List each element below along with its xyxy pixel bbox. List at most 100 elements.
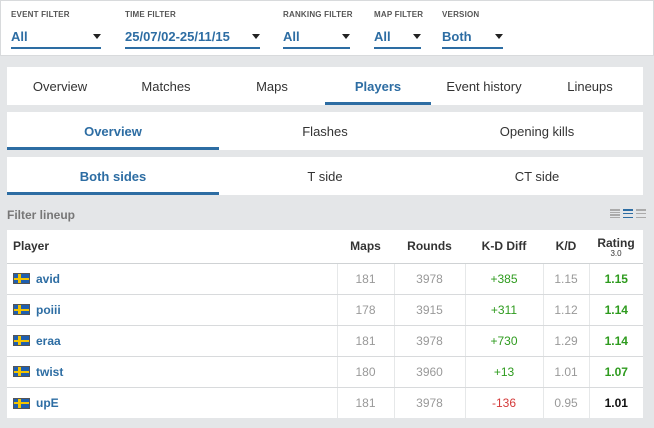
stats-type-tabs: Overview Flashes Opening kills [7,112,643,150]
kd-cell: 1.12 [542,294,589,326]
rounds-cell: 3978 [393,325,465,357]
maps-cell: 180 [336,356,394,388]
rating-version: 3.0 [610,248,622,258]
rounds-cell: 3960 [393,356,465,388]
table-row: upE 181 3978 -136 0.95 1.01 [7,387,643,418]
maps-cell: 181 [336,263,394,295]
maps-cell: 181 [336,325,394,357]
version-filter-value: Both [442,28,472,44]
tab-stats-overview[interactable]: Overview [7,112,219,150]
player-name-link[interactable]: twist [36,364,64,379]
time-filter-value: 25/07/02-25/11/15 [125,28,230,44]
sweden-flag-icon [13,335,30,347]
kd-cell: 1.01 [542,356,589,388]
ranking-filter-select[interactable]: All [283,25,350,49]
player-name-link[interactable]: eraa [36,333,61,348]
tab-maps[interactable]: Maps [256,78,288,94]
kd-column-header[interactable]: K/D [543,230,589,264]
rating-column-header[interactable]: Rating 3.0 [589,230,643,264]
time-filter-label: TIME FILTER [125,10,176,19]
time-filter-select[interactable]: 25/07/02-25/11/15 [125,25,260,49]
sweden-flag-icon [13,304,30,316]
main-tabs: Overview Matches Maps Players Event hist… [7,67,643,105]
rounds-column-header[interactable]: Rounds [394,230,465,264]
rounds-cell: 3915 [393,294,465,326]
sweden-flag-icon [13,397,30,409]
filter-lineup-toggle[interactable]: Filter lineup [7,208,76,222]
version-filter-label: VERSION [442,10,480,19]
kd-diff-cell: +730 [464,325,543,357]
kd-cell: 0.95 [542,387,589,418]
view-toggle [610,209,646,218]
tab-opening-kills[interactable]: Opening kills [499,123,575,139]
player-name-link[interactable]: avid [36,271,61,286]
time-filter[interactable]: TIME FILTER 25/07/02-25/11/15 [125,10,260,49]
table-header-row: Player Maps Rounds K-D Diff K/D Rating 3… [7,230,643,264]
tab-players[interactable]: Players [325,67,431,105]
tab-ct-side[interactable]: CT side [514,168,560,184]
map-filter[interactable]: MAP FILTER All [374,10,424,49]
kd-diff-cell: -136 [464,387,543,418]
tab-overview[interactable]: Overview [32,78,88,94]
map-filter-select[interactable]: All [374,25,421,49]
rating-cell: 1.07 [588,356,643,388]
player-name-link[interactable]: upE [36,396,59,411]
player-column-header[interactable]: Player [7,230,337,264]
maps-cell: 178 [336,294,394,326]
maps-column-header[interactable]: Maps [337,230,394,264]
compact-view-icon[interactable] [610,209,620,218]
kd-diff-cell: +13 [464,356,543,388]
version-filter-select[interactable]: Both [442,25,503,49]
rating-cell: 1.01 [588,387,643,418]
rounds-cell: 3978 [393,387,465,418]
rating-cell: 1.14 [588,325,643,357]
sweden-flag-icon [13,273,30,285]
player-cell[interactable]: poiii [7,294,337,326]
tab-flashes[interactable]: Flashes [302,123,348,139]
tab-both-sides[interactable]: Both sides [7,157,219,195]
event-filter-value: All [11,28,28,44]
expanded-view-icon[interactable] [636,209,646,218]
filter-bar: EVENT FILTER All TIME FILTER 25/07/02-25… [0,0,654,56]
player-cell[interactable]: eraa [7,325,337,357]
ranking-filter-label: RANKING FILTER [283,10,353,19]
rating-cell: 1.15 [588,263,643,295]
player-cell[interactable]: upE [7,387,337,418]
ranking-filter[interactable]: RANKING FILTER All [283,10,353,49]
table-row: poiii 178 3915 +311 1.12 1.14 [7,294,643,326]
chevron-down-icon [93,34,101,39]
tab-matches[interactable]: Matches [141,78,191,94]
event-filter-select[interactable]: All [11,25,101,49]
chevron-down-icon [413,34,421,39]
rating-header-label: Rating [597,235,635,250]
tab-lineups[interactable]: Lineups [567,78,613,94]
kd-cell: 1.15 [542,263,589,295]
tab-t-side[interactable]: T side [307,168,343,184]
kd-diff-column-header[interactable]: K-D Diff [465,230,543,264]
side-tabs: Both sides T side CT side [7,157,643,195]
player-stats-table: Player Maps Rounds K-D Diff K/D Rating 3… [7,230,643,418]
kd-diff-cell: +385 [464,263,543,295]
event-filter-label: EVENT FILTER [11,10,70,19]
kd-diff-cell: +311 [464,294,543,326]
player-name-link[interactable]: poiii [36,302,61,317]
rating-cell: 1.14 [588,294,643,326]
map-filter-value: All [374,28,391,44]
kd-cell: 1.29 [542,325,589,357]
chevron-down-icon [495,34,503,39]
player-cell[interactable]: avid [7,263,337,295]
map-filter-label: MAP FILTER [374,10,424,19]
table-row: avid 181 3978 +385 1.15 1.15 [7,263,643,295]
sweden-flag-icon [13,366,30,378]
rounds-cell: 3978 [393,263,465,295]
chevron-down-icon [342,34,350,39]
ranking-filter-value: All [283,28,300,44]
player-cell[interactable]: twist [7,356,337,388]
list-view-icon[interactable] [623,209,633,218]
event-filter[interactable]: EVENT FILTER All [11,10,101,49]
version-filter[interactable]: VERSION Both [442,10,503,49]
maps-cell: 181 [336,387,394,418]
table-row: eraa 181 3978 +730 1.29 1.14 [7,325,643,357]
chevron-down-icon [252,34,260,39]
tab-event-history[interactable]: Event history [446,78,522,94]
